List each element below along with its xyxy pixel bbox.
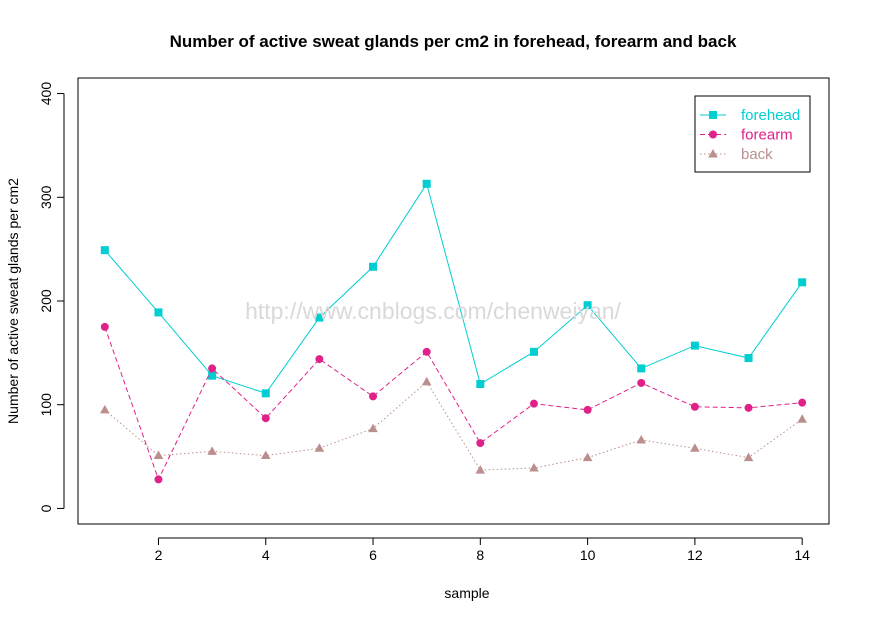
data-point-forearm: [529, 399, 538, 408]
data-point-forearm: [369, 392, 378, 401]
data-point-forehead: [637, 364, 646, 373]
data-point-forearm: [583, 405, 592, 414]
y-tick-label: 0: [38, 504, 54, 512]
data-point-forehead: [690, 341, 699, 350]
x-tick-label: 14: [794, 547, 810, 563]
data-point-forehead: [798, 278, 807, 287]
data-point-back: [260, 450, 271, 460]
data-point-forehead: [476, 379, 485, 388]
y-tick-label: 300: [38, 185, 54, 209]
data-point-forehead: [261, 389, 270, 398]
watermark: http://www.cnblogs.com/chenweiyan/: [245, 298, 621, 324]
plot-frame: [77, 77, 830, 525]
data-point-back: [582, 452, 593, 462]
y-tick-label: 400: [38, 82, 54, 106]
y-axis-label: Number of active sweat glands per cm2: [5, 178, 21, 424]
legend-marker-back: [708, 149, 718, 158]
x-tick-label: 2: [155, 547, 163, 563]
data-point-forearm: [690, 402, 699, 411]
data-point-back: [475, 465, 486, 474]
series-back: [100, 376, 807, 474]
data-point-back: [100, 404, 110, 414]
legend-marker-forearm: [709, 130, 717, 139]
data-point-forehead: [154, 308, 163, 317]
x-tick-label: 10: [580, 547, 596, 563]
data-point-forearm: [798, 398, 807, 407]
y-tick-label: 200: [38, 289, 54, 313]
data-point-back: [797, 414, 807, 423]
data-point-forehead: [369, 262, 378, 271]
legend-label-forearm: forearm: [741, 127, 793, 144]
x-axis: 2 4 6 8 10 12 14: [155, 537, 810, 563]
data-point-back: [421, 376, 432, 386]
series-layer: [100, 179, 807, 484]
data-point-forearm: [744, 403, 753, 412]
series-line-forearm: [104, 326, 803, 481]
data-point-forehead: [422, 179, 431, 188]
series-forehead: [100, 179, 807, 398]
data-point-forearm: [315, 355, 324, 364]
data-point-forearm: [208, 364, 217, 373]
data-point-forearm: [100, 322, 109, 331]
legend-marker-forehead: [709, 111, 717, 119]
legend-label-forehead: forehead: [741, 107, 800, 124]
data-point-back: [314, 443, 325, 452]
series-forearm: [100, 322, 807, 484]
data-point-back: [207, 446, 217, 455]
legend: forehead forearm back: [694, 95, 811, 173]
legend-label-back: back: [741, 146, 773, 163]
data-point-back: [153, 450, 164, 460]
data-point-forehead: [529, 347, 538, 356]
chart-title: Number of active sweat glands per cm2 in…: [170, 32, 737, 51]
data-point-forearm: [154, 475, 163, 484]
data-point-back: [368, 423, 378, 433]
data-point-forehead: [100, 246, 109, 255]
data-point-forearm: [637, 378, 646, 387]
data-point-back: [636, 434, 647, 444]
x-tick-label: 8: [476, 547, 484, 563]
data-point-forehead: [583, 301, 592, 310]
y-axis: 0 100 200 300 400: [38, 82, 65, 512]
x-tick-label: 6: [369, 547, 377, 563]
y-tick-label: 100: [38, 393, 54, 417]
data-point-back: [743, 452, 754, 462]
x-axis-label: sample: [444, 585, 489, 601]
x-tick-label: 12: [687, 547, 703, 563]
series-line-forehead: [104, 182, 803, 394]
data-point-back: [529, 462, 539, 472]
data-point-forehead: [208, 371, 217, 380]
data-point-back: [690, 443, 700, 452]
series-line-back: [104, 381, 803, 471]
data-point-forehead: [744, 354, 753, 363]
data-point-forehead: [315, 313, 324, 322]
x-tick-label: 4: [262, 547, 270, 563]
data-point-forearm: [422, 347, 431, 356]
data-point-forearm: [476, 439, 485, 448]
data-point-forearm: [261, 414, 270, 423]
